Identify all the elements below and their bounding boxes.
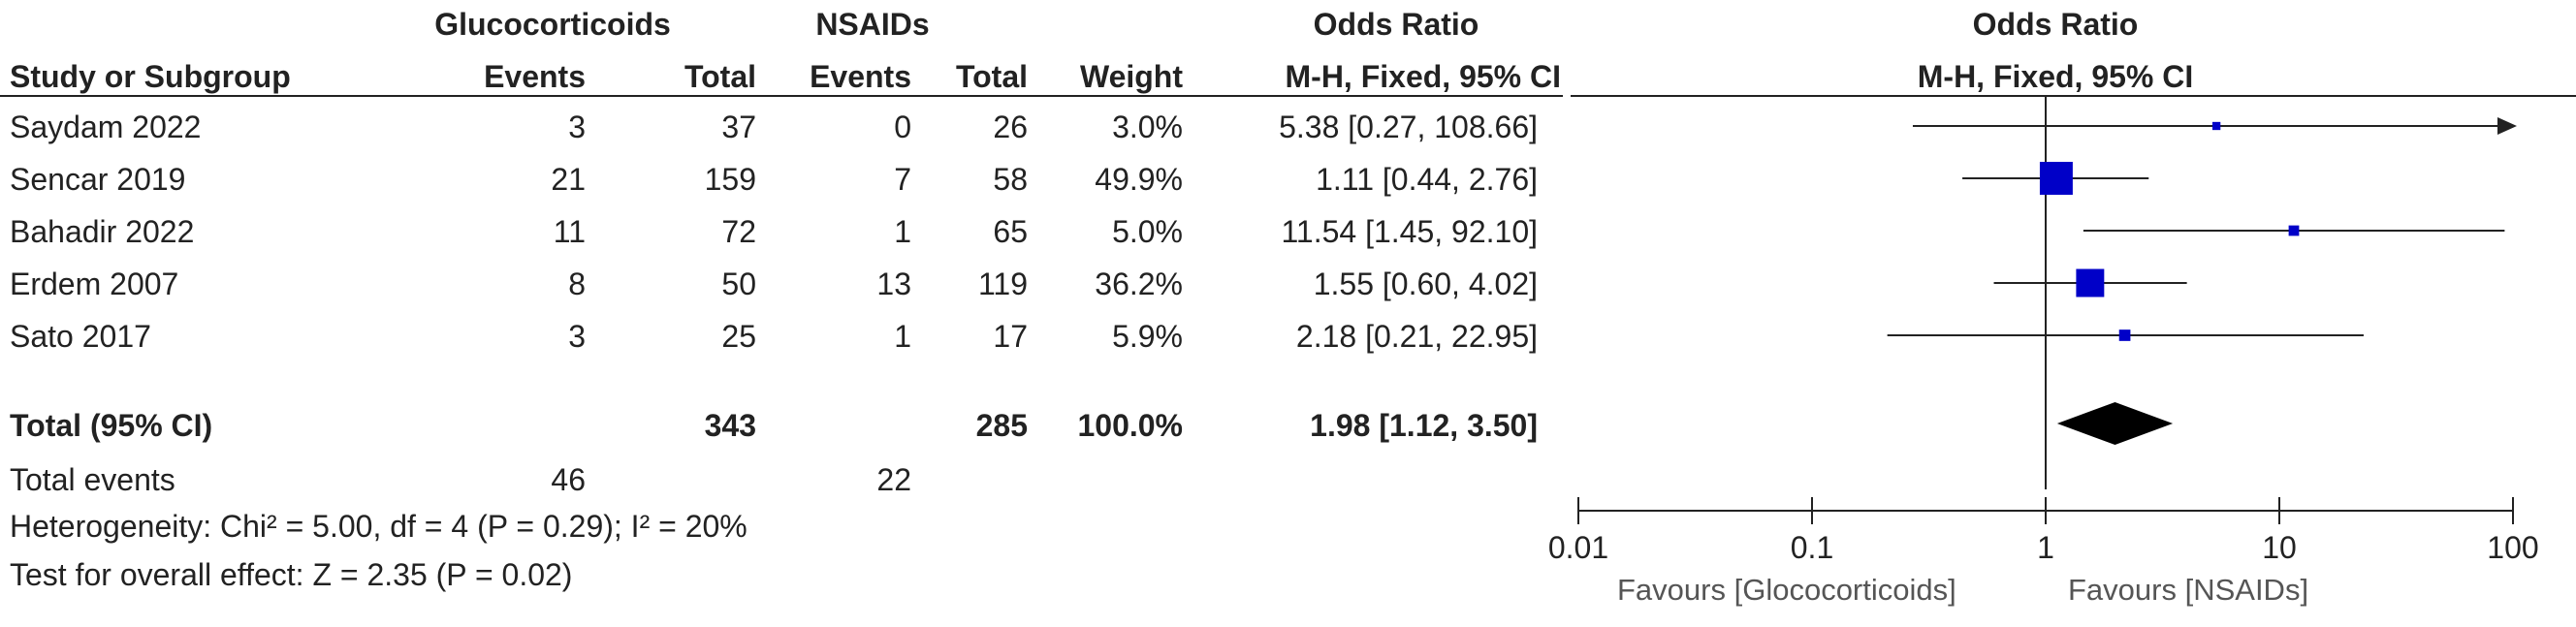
weight-cell: 49.9% [1095,162,1183,197]
total-label: Total (95% CI) [10,408,213,443]
events1-header: Events [484,59,586,94]
events2-header: Events [810,59,911,94]
axis-tick-label: 100 [2487,530,2539,565]
events1-cell: 3 [568,110,586,144]
header-rule-left [0,95,1563,97]
group1-header: Glucocorticoids [434,7,671,42]
total1-cell: 37 [721,110,756,144]
total-events-e2: 22 [876,462,911,497]
pooled-diamond [2056,402,2174,445]
total2-cell: 26 [993,110,1028,144]
study-marker [2288,225,2300,236]
total-weight: 100.0% [1077,408,1183,443]
total2-cell: 119 [977,266,1028,301]
total2-cell: 17 [993,319,1028,354]
total-t2: 285 [975,408,1028,443]
total2-cell: 65 [993,214,1028,249]
favours-left-label: Favours [Glococorticoids] [1617,573,1956,607]
study-marker [2211,121,2221,131]
study-header: Study or Subgroup [10,59,291,94]
events2-cell: 0 [894,110,911,144]
events1-cell: 3 [568,319,586,354]
axis-tick-label: 0.1 [1790,530,1834,565]
axis-tick-label: 1 [2037,530,2054,565]
or-column-title: Odds Ratio [1313,7,1479,42]
events2-cell: 7 [894,162,911,197]
or-ci-cell: 5.38 [0.27, 108.66] [1279,110,1538,144]
or-ci-cell: 1.11 [0.44, 2.76] [1316,162,1538,197]
total2-cell: 58 [993,162,1028,197]
events2-cell: 1 [894,319,911,354]
or-column-subtitle: M-H, Fixed, 95% CI [1285,59,1562,94]
weight-cell: 5.9% [1112,319,1183,354]
total2-header: Total [955,59,1028,94]
heterogeneity-text: Heterogeneity: Chi² = 5.00, df = 4 (P = … [10,509,747,544]
events1-cell: 11 [553,214,586,249]
group2-header: NSAIDs [815,7,930,42]
total-t1: 343 [704,408,756,443]
total1-cell: 25 [721,319,756,354]
events1-cell: 8 [568,266,586,301]
total1-cell: 72 [721,214,756,249]
or-ci-cell: 11.54 [1.45, 92.10] [1281,214,1538,249]
total1-header: Total [684,59,756,94]
study-name: Saydam 2022 [10,110,202,144]
axis-tick-label: 0.01 [1547,530,1609,565]
study-name: Bahadir 2022 [10,214,195,249]
overall-effect-text: Test for overall effect: Z = 2.35 (P = 0… [10,557,573,592]
favours-right-label: Favours [NSAIDs] [2068,573,2309,607]
total-ci: 1.98 [1.12, 3.50] [1310,408,1538,443]
weight-cell: 5.0% [1112,214,1183,249]
or-ci-cell: 2.18 [0.21, 22.95] [1295,319,1538,354]
study-marker [2118,329,2131,341]
or-ci-cell: 1.55 [0.60, 4.02] [1313,266,1538,301]
study-name: Erdem 2007 [10,266,179,301]
axis-tick-label: 10 [2262,530,2297,565]
study-name: Sato 2017 [10,319,151,354]
header-rule-right [1571,95,2576,97]
weight-cell: 3.0% [1112,110,1183,144]
study-name: Sencar 2019 [10,162,186,197]
weight-cell: 36.2% [1095,266,1183,301]
total1-cell: 159 [704,162,756,197]
study-marker [2039,162,2073,195]
ci-arrow [2497,117,2517,135]
study-marker [2076,268,2105,298]
total-events-e1: 46 [551,462,586,497]
plot-title: Odds Ratio [1972,7,2139,42]
events1-cell: 21 [551,162,586,197]
events2-cell: 13 [876,266,911,301]
events2-cell: 1 [894,214,911,249]
weight-header: Weight [1079,59,1183,94]
total1-cell: 50 [721,266,756,301]
plot-subtitle: M-H, Fixed, 95% CI [1917,59,2194,94]
total-events-label: Total events [10,462,175,497]
